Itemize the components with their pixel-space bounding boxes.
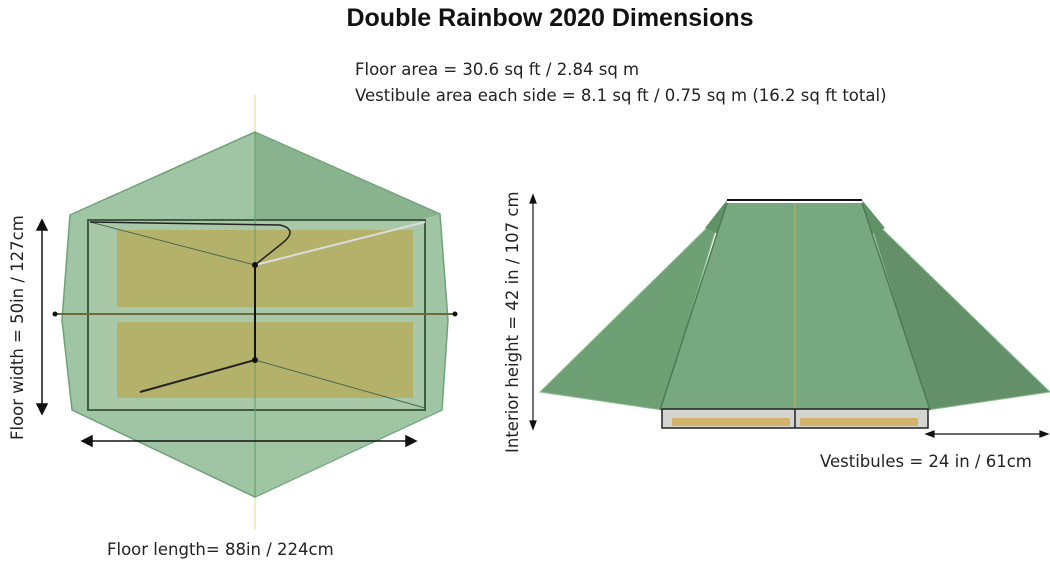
- floor-width-arrow: [35, 218, 49, 416]
- floor-length-arrow: [80, 434, 418, 448]
- floor-area-label: Floor area = 30.6 sq ft / 2.84 sq m: [355, 60, 640, 79]
- height-arrow: [529, 193, 537, 431]
- top-view: [35, 95, 458, 530]
- side-view: [529, 193, 1050, 438]
- sleeping-pad-upper: [117, 230, 413, 307]
- diagram-title: Double Rainbow 2020 Dimensions: [346, 4, 754, 32]
- floor-length-label: Floor length= 88in / 224cm: [107, 540, 334, 559]
- interior-height-label: Interior height = 42 in / 107 cm: [503, 191, 522, 453]
- vestibule-area-label: Vestibule area each side = 8.1 sq ft / 0…: [355, 86, 887, 105]
- vestibules-label: Vestibules = 24 in / 61cm: [820, 452, 1032, 471]
- vestibule-arrow: [924, 430, 1050, 438]
- floor-width-label: Floor width = 50in / 127cm: [8, 215, 27, 440]
